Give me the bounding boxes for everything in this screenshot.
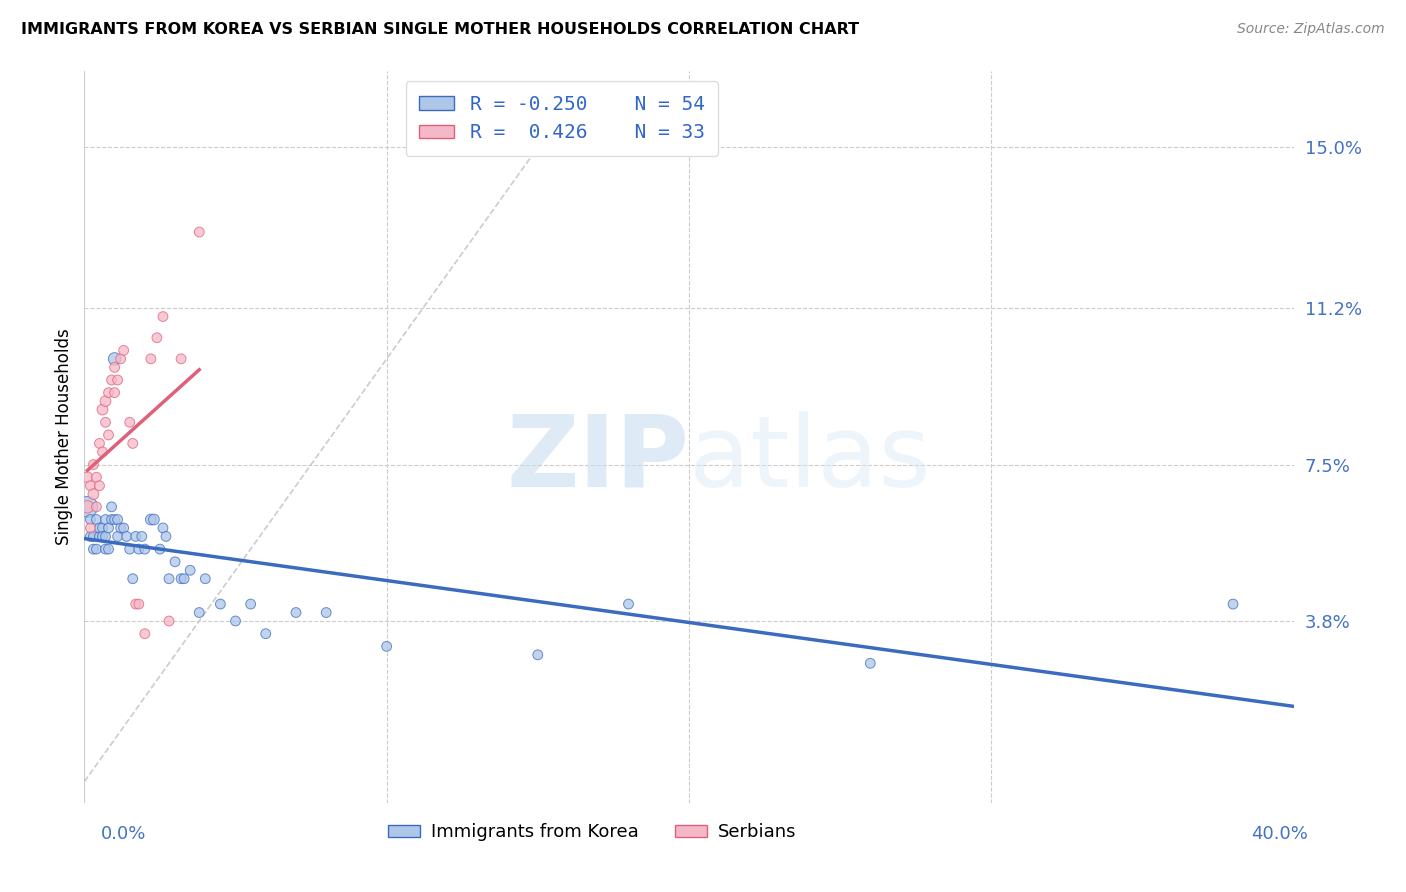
Point (146, 331, 169, 345)
Point (100, 500, 122, 514)
Point (91, 445, 114, 459)
Point (97, 542, 120, 557)
Text: 40.0%: 40.0% (1251, 825, 1308, 843)
Point (89, 436, 111, 450)
Point (188, 606, 211, 620)
Point (82, 529, 104, 543)
Point (134, 626, 156, 640)
Point (173, 572, 195, 586)
Point (94, 394, 117, 409)
Point (118, 542, 141, 557)
Point (91, 521, 114, 535)
Point (152, 310, 174, 324)
Point (76, 500, 98, 514)
Point (79, 479, 101, 493)
Point (128, 542, 150, 557)
Point (118, 415, 141, 429)
Point (125, 597, 148, 611)
Point (239, 597, 262, 611)
Point (107, 373, 129, 387)
Point (79, 521, 101, 535)
Point (121, 436, 143, 450)
Y-axis label: Single Mother Households: Single Mother Households (55, 329, 73, 545)
Point (91, 529, 114, 543)
Point (76, 470, 98, 484)
Point (112, 521, 135, 535)
Point (165, 555, 187, 569)
Point (617, 597, 640, 611)
Point (375, 640, 398, 654)
Point (315, 606, 337, 620)
Point (859, 657, 882, 671)
Point (112, 343, 135, 358)
Point (110, 521, 132, 535)
Point (89, 479, 111, 493)
Point (170, 351, 193, 366)
Point (131, 529, 153, 543)
Point (86, 512, 108, 526)
Text: 0.0%: 0.0% (101, 825, 146, 843)
Point (254, 626, 277, 640)
Point (79, 512, 101, 526)
Text: ZIP: ZIP (506, 410, 689, 508)
Point (104, 351, 127, 366)
Point (97, 385, 120, 400)
Point (170, 572, 193, 586)
Point (100, 512, 122, 526)
Point (94, 415, 117, 429)
Point (110, 351, 132, 366)
Point (128, 597, 150, 611)
Point (94, 529, 117, 543)
Point (179, 563, 201, 577)
Point (82, 542, 104, 557)
Point (82, 458, 104, 472)
Point (107, 512, 129, 526)
Point (285, 606, 308, 620)
Point (107, 529, 129, 543)
Point (89, 521, 111, 535)
Point (89, 529, 111, 543)
Text: Source: ZipAtlas.com: Source: ZipAtlas.com (1237, 22, 1385, 37)
Point (94, 512, 117, 526)
Point (86, 500, 108, 514)
Point (104, 512, 127, 526)
Point (115, 529, 138, 543)
Point (97, 428, 120, 442)
Point (149, 542, 172, 557)
Point (82, 487, 104, 501)
Point (1222, 597, 1244, 611)
Text: IMMIGRANTS FROM KOREA VS SERBIAN SINGLE MOTHER HOUSEHOLDS CORRELATION CHART: IMMIGRANTS FROM KOREA VS SERBIAN SINGLE … (21, 22, 859, 37)
Point (188, 225, 211, 239)
Point (86, 542, 108, 557)
Point (142, 512, 165, 526)
Point (76, 500, 98, 514)
Point (104, 385, 127, 400)
Point (86, 470, 108, 484)
Point (100, 373, 122, 387)
Legend: Immigrants from Korea, Serbians: Immigrants from Korea, Serbians (381, 816, 804, 848)
Point (125, 529, 148, 543)
Point (225, 614, 247, 628)
Point (97, 521, 120, 535)
Text: atlas: atlas (689, 410, 931, 508)
Point (94, 542, 117, 557)
Point (91, 402, 114, 417)
Point (79, 529, 101, 543)
Point (139, 512, 162, 526)
Point (152, 521, 174, 535)
Point (157, 614, 180, 628)
Point (157, 572, 180, 586)
Point (155, 529, 177, 543)
Point (527, 648, 550, 662)
Point (209, 597, 232, 611)
Point (194, 572, 217, 586)
Point (134, 542, 156, 557)
Point (139, 351, 162, 366)
Point (104, 360, 127, 375)
Point (121, 572, 143, 586)
